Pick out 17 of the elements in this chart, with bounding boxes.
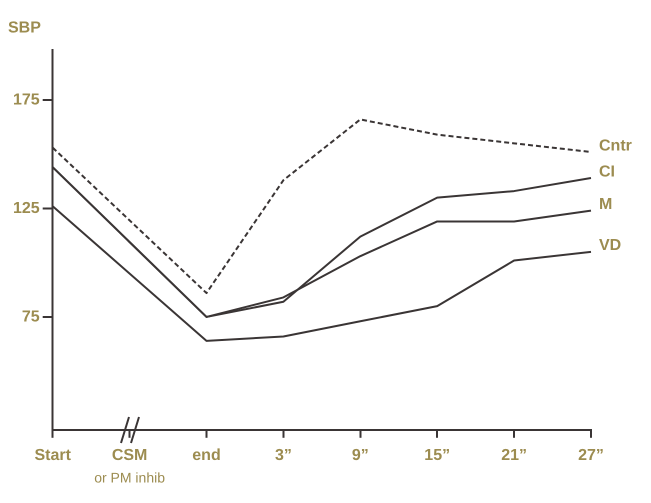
x-tick-label: 21” — [501, 446, 527, 464]
x-tick-label: Start — [34, 446, 72, 464]
x-tick-label: 15” — [424, 446, 450, 464]
x-tick-label: 27” — [578, 446, 604, 464]
series-label: Cntr — [599, 137, 632, 154]
y-tick-label: 125 — [12, 200, 40, 217]
y-tick-label: 75 — [22, 308, 40, 326]
x-tick-label: CSM — [112, 446, 148, 464]
y-tick-label: 175 — [12, 91, 40, 108]
text: or PM inhib — [94, 470, 166, 486]
series-label: M — [599, 196, 612, 214]
y-axis-title: SBP — [8, 19, 42, 36]
x-tick-label: 9” — [352, 446, 369, 464]
series-label: VD — [599, 237, 622, 254]
x-tick-label: 3” — [274, 446, 292, 464]
x-tick-label: end — [192, 446, 221, 464]
series-label: CI — [599, 163, 615, 180]
